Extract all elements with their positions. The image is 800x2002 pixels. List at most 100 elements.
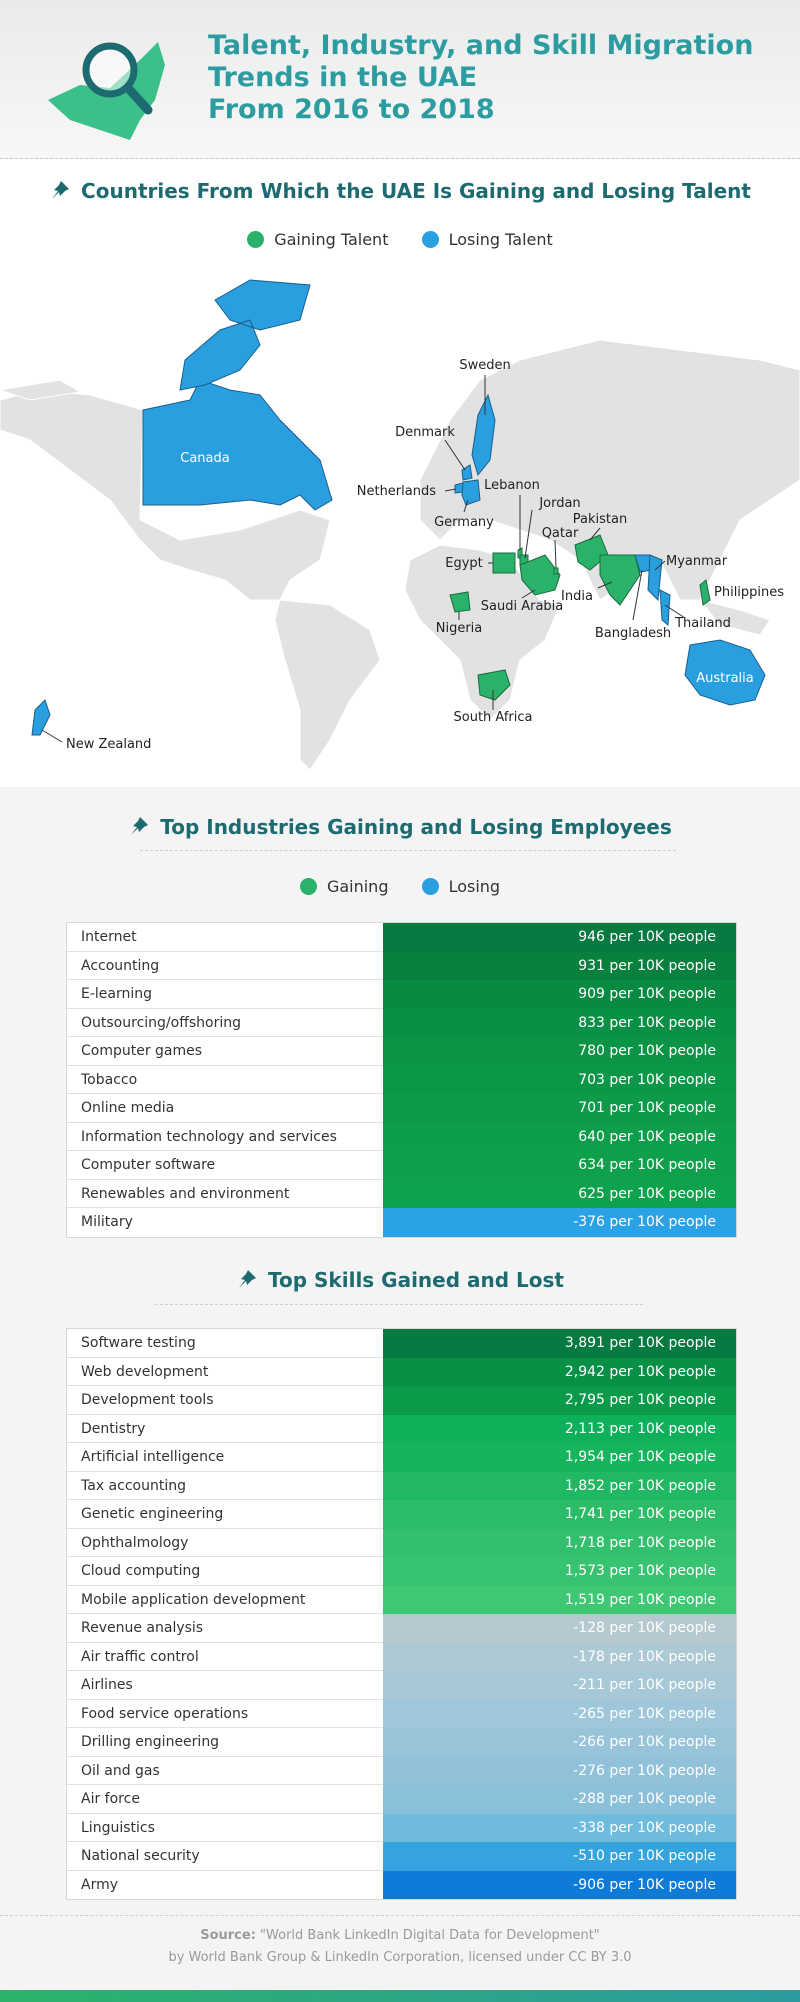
country-label: Jordan <box>538 496 580 511</box>
row-value: 1,954 per 10K people <box>383 1443 736 1472</box>
title-line: From 2016 to 2018 <box>208 94 495 125</box>
row-value: 3,891 per 10K people <box>383 1329 736 1358</box>
country-label: Denmark <box>395 425 455 440</box>
row-label: Air traffic control <box>67 1643 383 1671</box>
nigeria <box>449 591 471 613</box>
world-map: Canada Sweden Denmark Netherlands German… <box>0 279 800 771</box>
row-value: 1,852 per 10K people <box>383 1471 736 1500</box>
leader-lines <box>41 375 686 743</box>
row-value: 2,113 per 10K people <box>383 1414 736 1443</box>
row-value: 1,573 per 10K people <box>383 1557 736 1586</box>
legend: Gaining Losing <box>0 877 800 896</box>
table-row: Air traffic control -178 per 10K people <box>67 1642 736 1671</box>
table-row: Linguistics -338 per 10K people <box>67 1813 736 1842</box>
section-heading: Countries From Which the UAE Is Gaining … <box>0 179 800 203</box>
legend-item: Losing Talent <box>421 230 553 249</box>
legend-label: Gaining <box>326 877 389 896</box>
row-value: -266 per 10K people <box>383 1728 736 1757</box>
losing-countries <box>31 279 766 736</box>
legend-label: Losing <box>448 877 501 896</box>
country-label: Netherlands <box>357 484 436 499</box>
row-value: 1,718 per 10K people <box>383 1528 736 1557</box>
legend-dot <box>299 878 317 895</box>
table-row: E-learning 909 per 10K people <box>67 980 736 1009</box>
row-value: -128 per 10K people <box>383 1614 736 1643</box>
heading-text: Countries From Which the UAE Is Gaining … <box>81 179 751 203</box>
divider <box>0 1915 800 1916</box>
row-label: Tax accounting <box>67 1472 383 1500</box>
header-icon <box>48 42 165 140</box>
row-label: Cloud computing <box>67 1557 383 1586</box>
country-label: Thailand <box>674 616 731 631</box>
canada <box>142 379 333 511</box>
row-label: Development tools <box>67 1386 383 1415</box>
heading-text: Top Industries Gaining and Losing Employ… <box>160 815 672 839</box>
row-value: -288 per 10K people <box>383 1785 736 1814</box>
source-text: "World Bank LinkedIn Digital Data for De… <box>260 1928 600 1943</box>
table-row: Development tools 2,795 per 10K people <box>67 1386 736 1415</box>
table-row: Air force -288 per 10K people <box>67 1785 736 1814</box>
table-row: Mobile application development 1,519 per … <box>67 1585 736 1614</box>
row-value: -906 per 10K people <box>383 1870 736 1899</box>
table-row: Internet 946 per 10K people <box>67 923 736 952</box>
row-value: 2,942 per 10K people <box>383 1357 736 1386</box>
legend-item: Gaining Talent <box>247 230 388 249</box>
table-row: Software testing 3,891 per 10K people <box>67 1329 736 1358</box>
country-label: Philippines <box>714 585 784 600</box>
table-row: Drilling engineering -266 per 10K people <box>67 1728 736 1757</box>
row-label: Mobile application development <box>67 1586 383 1614</box>
sweden <box>471 393 496 477</box>
footer: Source: "World Bank LinkedIn Digital Dat… <box>0 1925 800 1969</box>
row-label: Tobacco <box>67 1066 383 1094</box>
map-layer: Canada Sweden Denmark Netherlands German… <box>0 279 800 771</box>
row-value: 931 per 10K people <box>383 951 736 980</box>
table-row: Tax accounting 1,852 per 10K people <box>67 1471 736 1500</box>
legend-label: Gaining Talent <box>274 230 389 249</box>
row-value: 625 per 10K people <box>383 1179 736 1208</box>
industries-table: Internet 946 per 10K people Accounting 931 … <box>66 922 737 1238</box>
row-label: Outsourcing/offshoring <box>67 1009 383 1037</box>
country-label: Lebanon <box>484 478 540 493</box>
row-label: Air force <box>67 1785 383 1814</box>
country-label: Qatar <box>542 526 579 541</box>
row-value: -510 per 10K people <box>383 1842 736 1871</box>
row-label: Military <box>81 1214 133 1230</box>
landmass <box>0 339 800 771</box>
legend-item: Losing <box>421 877 501 896</box>
row-label: Genetic engineering <box>67 1500 383 1529</box>
table-row: Army -906 per 10K people <box>67 1870 736 1899</box>
skills-table: Software testing 3,891 per 10K people Web … <box>66 1328 737 1900</box>
saudi-arabia <box>519 554 561 596</box>
table-row: Computer games 780 per 10K people <box>67 1037 736 1066</box>
country-label: Germany <box>434 515 494 530</box>
table-row: National security -510 per 10K people <box>67 1842 736 1871</box>
table-row: Military -376 per 10K people <box>67 1208 736 1237</box>
row-label: Drilling engineering <box>67 1728 383 1757</box>
country-label: Bangladesh <box>595 626 671 641</box>
table-row: Cloud computing 1,573 per 10K people <box>67 1557 736 1586</box>
row-label: Oil and gas <box>67 1757 383 1785</box>
row-label: Software testing <box>67 1329 383 1358</box>
row-label: Online media <box>67 1094 383 1123</box>
country-label: Sweden <box>459 358 510 373</box>
table-row: Ophthalmology 1,718 per 10K people <box>67 1528 736 1557</box>
table-row: Computer software 634 per 10K people <box>67 1151 736 1180</box>
row-label: Accounting <box>67 952 383 980</box>
footer-strip <box>0 1990 800 2002</box>
row-value: 1,741 per 10K people <box>383 1500 736 1529</box>
legend-item: Gaining <box>299 877 389 896</box>
row-value: 640 per 10K people <box>383 1122 736 1151</box>
magnifier <box>82 42 138 98</box>
country-label: Australia <box>696 671 754 686</box>
row-label: Renewables and environment <box>67 1180 383 1208</box>
row-label: Food service operations <box>67 1700 383 1728</box>
section-heading: Top Industries Gaining and Losing Employ… <box>0 815 800 839</box>
legend-dot <box>421 878 439 895</box>
table-row: Dentistry 2,113 per 10K people <box>67 1414 736 1443</box>
table-row: Genetic engineering 1,741 per 10K people <box>67 1500 736 1529</box>
row-label: Linguistics <box>67 1814 383 1842</box>
australia <box>684 639 766 706</box>
row-value: -376 per 10K people <box>383 1208 736 1237</box>
